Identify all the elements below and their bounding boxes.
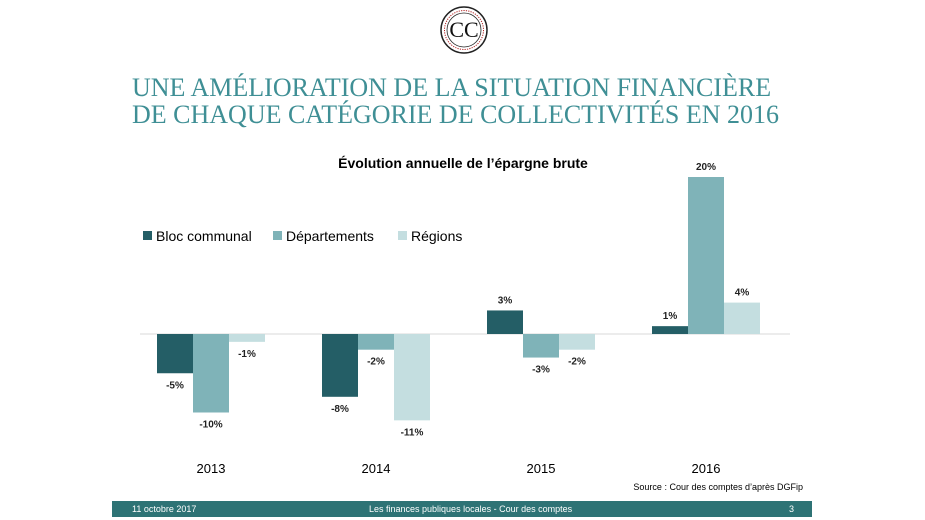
bar-départements-2016 (688, 177, 724, 334)
bar-départements-2013 (193, 334, 229, 413)
legend-swatch-2 (398, 231, 407, 240)
data-label-bloc-communal-2013: -5% (166, 380, 184, 391)
x-tick-label-2015: 2015 (527, 461, 556, 476)
data-label-régions-2016: 4% (735, 288, 750, 299)
footer-bar: 11 octobre 2017 Les finances publiques l… (112, 501, 812, 517)
data-label-bloc-communal-2015: 3% (498, 295, 513, 306)
data-label-bloc-communal-2014: -8% (331, 404, 349, 415)
footer-page-number: 3 (788, 504, 794, 514)
x-tick-label-2014: 2014 (362, 461, 391, 476)
cour-des-comptes-seal-icon: CC (440, 6, 488, 54)
x-tick-label-2013: 2013 (197, 461, 226, 476)
data-label-régions-2015: -2% (568, 357, 586, 368)
data-label-départements-2013: -10% (199, 420, 222, 431)
legend-label-1: Départements (286, 228, 374, 244)
data-label-départements-2015: -3% (532, 365, 550, 376)
legend-label-0: Bloc communal (156, 228, 252, 244)
bar-bloc-communal-2014 (322, 334, 358, 397)
bar-régions-2013 (229, 334, 265, 342)
chart-title: Évolution annuelle de l’épargne brute (338, 155, 588, 171)
source-note: Source : Cour des comptes d’après DGFip (633, 482, 803, 492)
x-tick-label-2016: 2016 (692, 461, 721, 476)
legend-label-2: Régions (411, 228, 462, 244)
slide-title-line-2: DE CHAQUE CATÉGORIE DE COLLECTIVITÉS EN … (132, 100, 780, 129)
bar-bloc-communal-2016 (652, 326, 688, 334)
data-label-départements-2014: -2% (367, 357, 385, 368)
bar-régions-2016 (724, 302, 760, 334)
bar-bloc-communal-2013 (157, 334, 193, 374)
bar-régions-2015 (559, 334, 595, 350)
bar-régions-2014 (394, 334, 430, 421)
legend-swatch-1 (273, 231, 282, 240)
data-label-régions-2014: -11% (401, 427, 424, 438)
footer-date: 11 octobre 2017 (132, 504, 197, 514)
legend-swatch-0 (143, 231, 152, 240)
seal-lettering: CC (449, 17, 478, 42)
slide-title-line-1: UNE AMÉLIORATION DE LA SITUATION FINANCI… (132, 73, 772, 102)
bar-départements-2015 (523, 334, 559, 358)
data-label-départements-2016: 20% (696, 162, 716, 173)
bar-départements-2014 (358, 334, 394, 350)
footer-caption: Les finances publiques locales - Cour de… (369, 504, 573, 514)
data-label-bloc-communal-2016: 1% (663, 311, 678, 322)
bar-chart: Évolution annuelle de l’épargne brute -5%… (140, 155, 803, 492)
slide-title: UNE AMÉLIORATION DE LA SITUATION FINANCI… (132, 74, 892, 128)
data-label-régions-2013: -1% (238, 349, 256, 360)
bar-bloc-communal-2015 (487, 310, 523, 334)
